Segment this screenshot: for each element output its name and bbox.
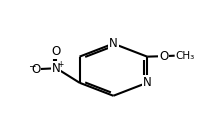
Text: CH₃: CH₃	[175, 51, 195, 61]
Text: O: O	[32, 63, 41, 76]
Text: N: N	[143, 76, 152, 89]
Text: O: O	[52, 45, 61, 58]
Text: N: N	[52, 62, 61, 75]
Text: N: N	[109, 37, 118, 50]
Text: O: O	[159, 50, 168, 63]
Text: +: +	[57, 60, 63, 69]
Text: −: −	[28, 61, 35, 70]
